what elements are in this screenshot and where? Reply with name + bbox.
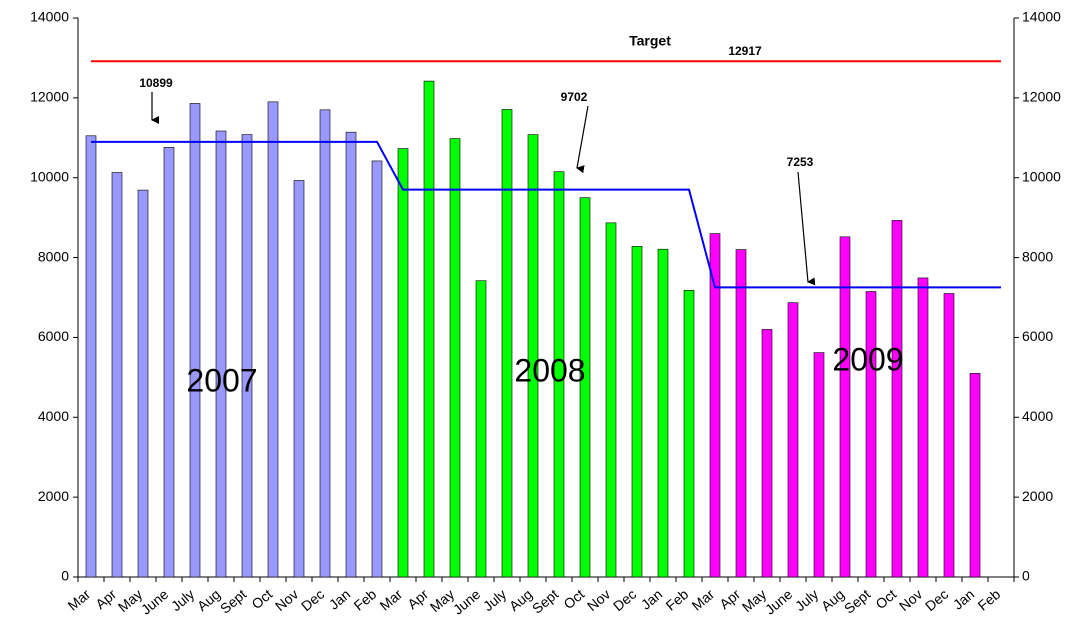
average-line: [91, 140, 1001, 289]
x-tick-label: Jan: [326, 586, 354, 613]
y-tick-label: 6000: [38, 328, 69, 344]
bar: [241, 134, 253, 578]
x-tick-label: Nov: [272, 586, 301, 614]
y2-tick-label: 10000: [1022, 168, 1061, 184]
bar: [865, 291, 877, 578]
x-tick-label: Sept: [529, 586, 561, 617]
bar: [215, 130, 227, 578]
x-tick-label: Mar: [377, 586, 406, 614]
x-tick-label: June: [138, 586, 172, 618]
annotation: 10899: [139, 76, 173, 90]
x-tick-label: Mar: [65, 586, 94, 614]
y-tick-label: 4000: [38, 408, 69, 424]
x-tick-label: Feb: [351, 586, 380, 614]
bar: [475, 280, 487, 578]
y-tick-label: 8000: [38, 248, 69, 264]
x-tick-label: Apr: [92, 586, 119, 612]
y2-tick-label: 0: [1022, 568, 1030, 584]
bar: [605, 222, 617, 578]
bar: [709, 233, 721, 578]
x-tick-label: July: [792, 586, 821, 614]
bar: [631, 246, 643, 578]
y-tick-label: 14000: [30, 9, 69, 25]
bar: [423, 80, 435, 578]
bar: [449, 138, 461, 578]
bar: [683, 290, 695, 578]
y2-tick-label: 4000: [1022, 408, 1053, 424]
bar: [501, 109, 513, 578]
x-tick-label: Aug: [506, 586, 535, 614]
y-tick-label: 0: [61, 568, 69, 584]
annotation: 7253: [787, 155, 814, 169]
x-tick-label: Apr: [716, 586, 743, 612]
x-tick-label: Apr: [404, 586, 431, 612]
target-value-label: 12917: [728, 44, 762, 58]
year-label: 2009: [832, 341, 903, 377]
bar: [267, 101, 279, 578]
bar: [969, 373, 981, 578]
target-label: Target: [629, 33, 671, 49]
y2-tick-label: 8000: [1022, 248, 1053, 264]
year-label: 2007: [186, 362, 257, 398]
x-tick-label: Nov: [584, 586, 613, 614]
bar: [917, 277, 929, 578]
x-tick-label: Dec: [298, 586, 327, 614]
x-tick-label: May: [739, 586, 770, 615]
x-tick-label: Feb: [663, 586, 692, 614]
x-tick-label: Sept: [841, 586, 873, 617]
x-tick-label: Feb: [975, 586, 1004, 614]
bar: [735, 249, 747, 578]
bar: [345, 131, 357, 578]
y-tick-label: 2000: [38, 488, 69, 504]
bar: [85, 135, 97, 578]
x-tick-label: Jan: [638, 586, 666, 613]
x-tick-label: Aug: [194, 586, 223, 614]
y-tick-label: 10000: [30, 168, 69, 184]
bar: [397, 148, 409, 578]
x-tick-label: Nov: [896, 586, 925, 614]
x-tick-label: Jan: [950, 586, 978, 613]
bar: [137, 189, 149, 578]
y2-tick-label: 6000: [1022, 328, 1053, 344]
x-tick-label: Oct: [248, 586, 275, 612]
x-tick-label: Dec: [610, 586, 639, 614]
x-tick-label: Oct: [560, 586, 587, 612]
bar: [579, 197, 591, 578]
year-label: 2008: [514, 352, 585, 388]
bar: [839, 236, 851, 578]
y2-tick-label: 12000: [1022, 89, 1061, 105]
annotation-arrow: [797, 171, 816, 286]
y2-tick-label: 2000: [1022, 488, 1053, 504]
y2-tick-label: 14000: [1022, 9, 1061, 25]
bar: [657, 248, 669, 578]
bar: [761, 329, 773, 578]
x-tick-label: May: [427, 586, 458, 615]
annotation-arrow: [576, 105, 589, 174]
x-tick-label: Sept: [217, 586, 249, 617]
bar: [189, 103, 201, 578]
x-tick-label: Oct: [872, 586, 899, 612]
bar: [943, 293, 955, 578]
x-tick-label: Dec: [922, 586, 951, 614]
bar: [163, 147, 175, 578]
bar: [319, 109, 331, 578]
x-tick-label: May: [115, 586, 146, 615]
x-tick-label: June: [762, 586, 796, 618]
x-tick-label: Aug: [818, 586, 847, 614]
x-tick-label: June: [450, 586, 484, 618]
bar: [371, 160, 383, 578]
x-tick-label: July: [168, 586, 197, 614]
annotation: 9702: [561, 90, 588, 104]
bar: [553, 171, 565, 578]
bar: [813, 352, 825, 578]
y-tick-label: 12000: [30, 89, 69, 105]
bar: [111, 172, 123, 578]
x-tick-label: July: [480, 586, 509, 614]
bar: [787, 302, 799, 578]
bar: [293, 180, 305, 578]
bar: [891, 220, 903, 578]
bar: [527, 134, 539, 578]
x-tick-label: Mar: [689, 586, 718, 614]
